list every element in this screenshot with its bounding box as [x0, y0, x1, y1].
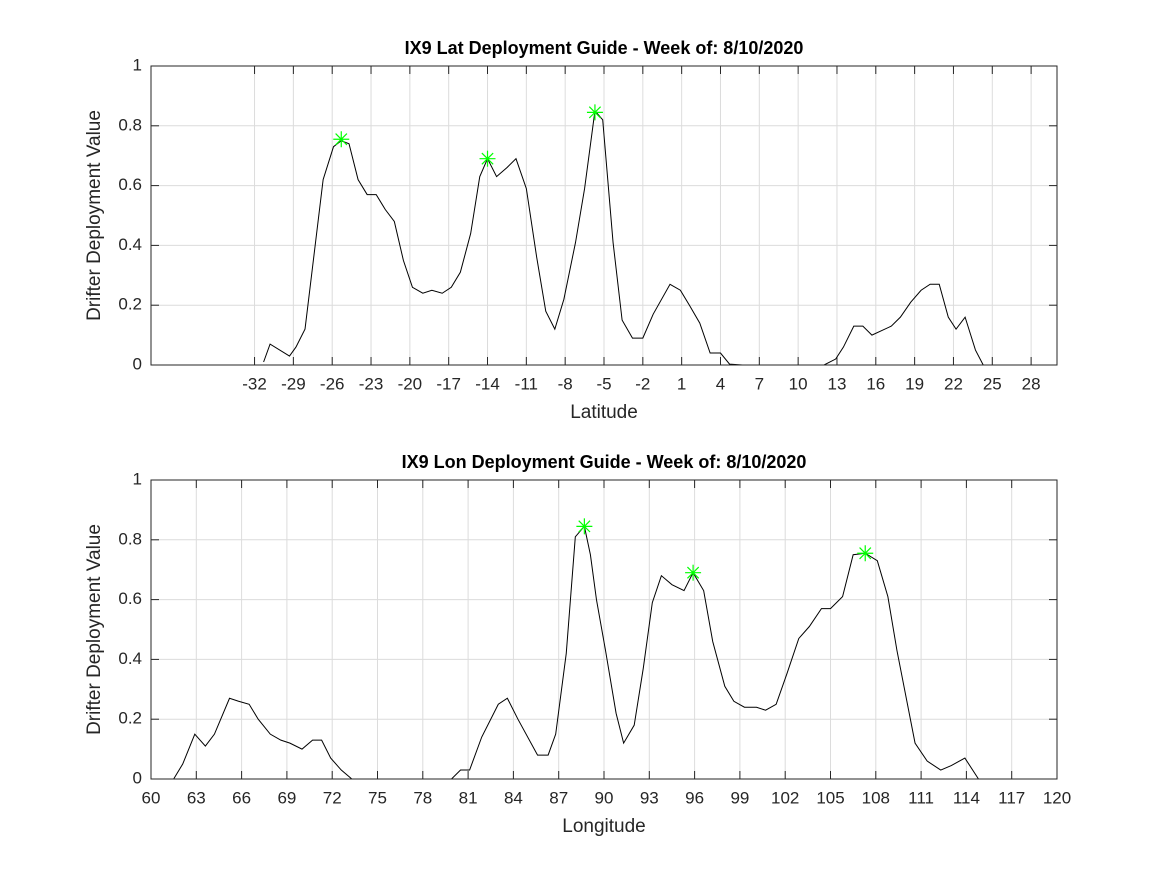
x-tick-label: 66 [232, 788, 251, 807]
y-axis-label: Drifter Deployment Value [84, 110, 105, 321]
x-tick-label: -11 [515, 374, 538, 393]
peak-marker [685, 564, 702, 581]
x-tick-label: 72 [323, 788, 342, 807]
x-tick-label: 28 [1022, 374, 1041, 393]
chart-title: IX9 Lon Deployment Guide - Week of: 8/10… [402, 452, 807, 472]
x-tick-label: 13 [828, 374, 847, 393]
axes-box [150, 479, 1058, 780]
y-tick-label: 0 [133, 354, 142, 373]
subplot: 0 0.2 0.4 0.6 0.8 1 60 63 66 69 72 75 78 81 84 87 90 93 96… [84, 452, 1071, 837]
y-tick-label: 0.8 [118, 529, 142, 548]
marker-stroke [859, 547, 872, 560]
x-tick-label: 93 [640, 788, 659, 807]
y-tick-label: 0 [133, 768, 142, 787]
peak-marker [857, 545, 874, 562]
x-tick-label: 84 [504, 788, 523, 807]
x-tick-label: 22 [944, 374, 963, 393]
marker-stroke [481, 152, 494, 165]
y-tick-label: 0.6 [118, 175, 142, 194]
y-tick-label: 0.2 [118, 709, 142, 728]
x-tick-label: 7 [755, 374, 764, 393]
subplot: 0 0.2 0.4 0.6 0.8 1 -32 -29 -26 -23 -20 -17 -14 -11 -8… [84, 38, 1058, 423]
x-tick-label: 78 [413, 788, 432, 807]
x-tick-label: 114 [953, 788, 980, 807]
x-tick-label: 96 [685, 788, 704, 807]
x-tick-label: -5 [596, 374, 611, 393]
y-tick-label: 1 [133, 469, 142, 488]
y-axis-label: Drifter Deployment Value [84, 524, 105, 735]
chart-title: IX9 Lat Deployment Guide - Week of: 8/10… [405, 38, 804, 58]
x-tick-label: 63 [187, 788, 206, 807]
x-tick-label: -14 [475, 374, 500, 393]
x-tick-label: 90 [595, 788, 614, 807]
x-tick-label: 108 [862, 788, 890, 807]
y-tick-label: 0.4 [118, 649, 142, 668]
y-tick-label: 1 [133, 55, 142, 74]
x-tick-label: -32 [242, 374, 267, 393]
x-tick-label: 99 [730, 788, 749, 807]
x-axis-label: Latitude [570, 402, 638, 423]
x-tick-label: -17 [436, 374, 461, 393]
x-tick-label: 111 [908, 788, 934, 807]
x-tick-label: -26 [320, 374, 345, 393]
marker-stroke [588, 106, 602, 119]
y-tick-label: 0.8 [118, 115, 142, 134]
peak-marker [576, 518, 593, 535]
x-tick-label: 75 [368, 788, 387, 807]
x-tick-label: -8 [558, 374, 573, 393]
x-tick-label: -2 [635, 374, 650, 393]
x-tick-label: 69 [277, 788, 296, 807]
x-tick-label: -20 [398, 374, 423, 393]
x-tick-label: 16 [866, 374, 885, 393]
axes-box [150, 65, 1058, 366]
data-line [173, 525, 979, 780]
peak-marker [333, 131, 350, 148]
y-tick-label: 0.4 [118, 235, 142, 254]
x-tick-label: 1 [677, 374, 686, 393]
x-tick-label: 10 [789, 374, 808, 393]
x-tick-label: 105 [816, 788, 844, 807]
x-tick-label: -23 [359, 374, 384, 393]
peak-marker [479, 150, 496, 167]
x-tick-label: 102 [771, 788, 799, 807]
x-tick-label: 4 [716, 374, 725, 393]
marker-stroke [335, 133, 348, 146]
x-tick-label: 19 [905, 374, 924, 393]
x-tick-label: 117 [998, 788, 1025, 807]
x-tick-label: 120 [1043, 788, 1071, 807]
x-axis-label: Longitude [562, 816, 645, 837]
x-tick-label: 25 [983, 374, 1002, 393]
marker-stroke [687, 566, 700, 579]
marker-stroke [578, 520, 591, 533]
x-tick-label: 60 [142, 788, 161, 807]
y-tick-label: 0.6 [118, 589, 142, 608]
x-tick-label: -29 [281, 374, 306, 393]
x-tick-label: 87 [549, 788, 568, 807]
x-tick-label: 81 [459, 788, 478, 807]
y-tick-label: 0.2 [118, 295, 142, 314]
peak-marker [586, 104, 603, 121]
